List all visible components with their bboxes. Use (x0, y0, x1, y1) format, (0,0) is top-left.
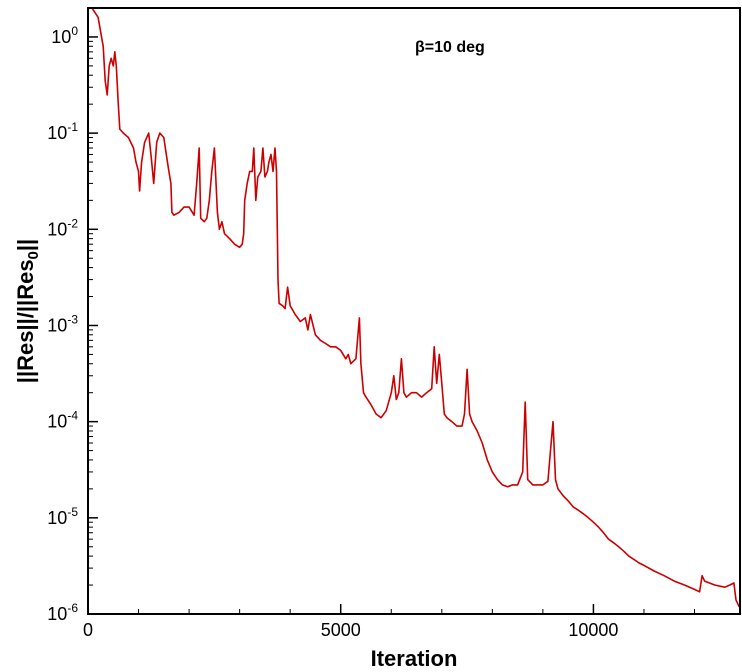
y-tick-label: 10-1 (47, 120, 78, 143)
series-line-1 (88, 8, 740, 608)
y-axis-title: ||Res||/||Res0|| (13, 239, 42, 383)
y-tick-label: 10-5 (47, 505, 78, 528)
y-tick-label: 10-6 (47, 601, 78, 624)
y-axis-title-main: ||Res||/||Res (13, 259, 38, 383)
x-tick-label: 0 (83, 620, 93, 640)
y-axis-title-end: || (13, 239, 38, 251)
x-axis-title: Iteration (371, 646, 458, 671)
y-axis: 100 10-1 10-2 10-3 10-4 10-5 10-6 (47, 7, 98, 624)
x-axis: 0 5000 10000 (83, 604, 696, 640)
x-tick-label: 10000 (568, 620, 618, 640)
chart-annotation: β=10 deg (415, 39, 485, 56)
y-axis-title-subscript: 0 (25, 251, 42, 259)
y-tick-label: 100 (51, 24, 78, 47)
y-tick-label: 10-3 (47, 312, 78, 335)
plot-area (88, 8, 740, 608)
x-tick-label: 5000 (321, 620, 361, 640)
y-tick-label: 10-4 (47, 409, 78, 432)
y-tick-label: 10-2 (47, 216, 78, 239)
plot-frame (87, 7, 741, 615)
